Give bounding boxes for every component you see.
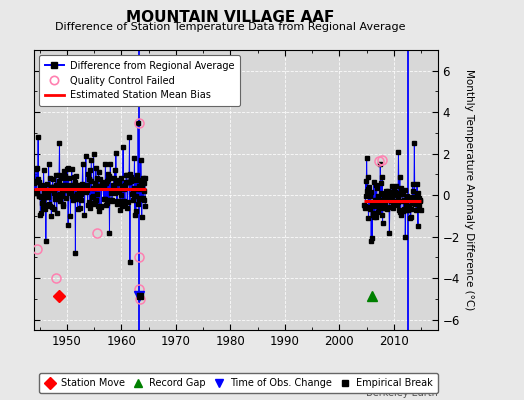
Text: Difference of Station Temperature Data from Regional Average: Difference of Station Temperature Data f… xyxy=(56,22,406,32)
Text: Berkeley Earth: Berkeley Earth xyxy=(366,388,438,398)
Text: MOUNTAIN VILLAGE AAF: MOUNTAIN VILLAGE AAF xyxy=(126,10,335,25)
Legend: Station Move, Record Gap, Time of Obs. Change, Empirical Break: Station Move, Record Gap, Time of Obs. C… xyxy=(39,374,438,393)
Y-axis label: Monthly Temperature Anomaly Difference (°C): Monthly Temperature Anomaly Difference (… xyxy=(464,69,474,311)
Legend: Difference from Regional Average, Quality Control Failed, Estimated Station Mean: Difference from Regional Average, Qualit… xyxy=(39,55,241,106)
